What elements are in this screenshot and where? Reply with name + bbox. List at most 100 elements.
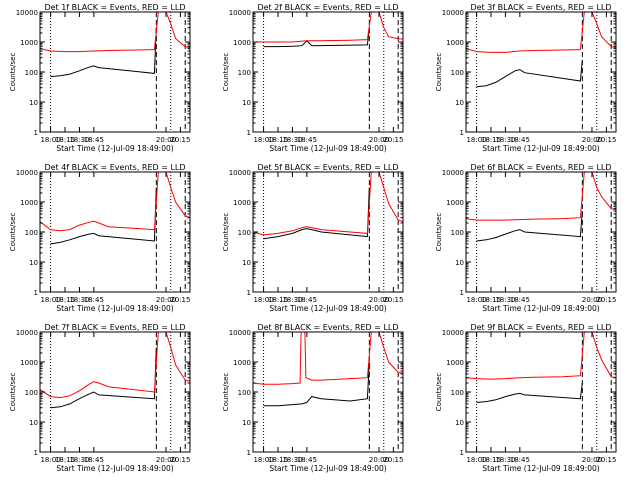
x-axis-label: Start Time (12-Jul-09 18:49:00) bbox=[269, 464, 386, 473]
x-tick-label: 18:45 bbox=[297, 456, 317, 464]
x-tick-label: 20:00 bbox=[369, 136, 389, 144]
chart-title: Det 9f BLACK = Events, RED = LLD bbox=[470, 323, 611, 332]
y-tick-label: 10 bbox=[29, 99, 38, 107]
x-axis-label: Start Time (12-Jul-09 18:49:00) bbox=[56, 304, 173, 313]
x-axis-label: Start Time (12-Jul-09 18:49:00) bbox=[269, 144, 386, 153]
x-axis-label: Start Time (12-Jul-09 18:49:00) bbox=[56, 144, 173, 153]
series-line-black bbox=[50, 347, 157, 409]
x-tick-label: 20:15 bbox=[596, 456, 616, 464]
chart-title: Det 4f BLACK = Events, RED = LLD bbox=[44, 163, 185, 172]
x-tick-label: 18:00 bbox=[40, 456, 60, 464]
series-line-red bbox=[40, 172, 190, 232]
x-axis-label: Start Time (12-Jul-09 18:49:00) bbox=[56, 464, 173, 473]
chart-panel-7: Det 7f BLACK = Events, RED = LLD 1 10 100 10… bbox=[9, 323, 191, 473]
x-tick-label: 18:30 bbox=[282, 136, 302, 144]
series-line-black bbox=[476, 60, 583, 88]
y-tick-label: 1 bbox=[34, 129, 38, 137]
x-tick-label: 18:30 bbox=[495, 456, 515, 464]
x-tick-label: 18:00 bbox=[466, 296, 486, 304]
plot-frame bbox=[39, 11, 191, 133]
x-tick-label: 18:00 bbox=[253, 136, 273, 144]
series-line-red bbox=[40, 12, 190, 53]
x-axis-label: Start Time (12-Jul-09 18:49:00) bbox=[482, 464, 599, 473]
x-tick-label: 18:00 bbox=[253, 456, 273, 464]
chart-panel-3: Det 3f BLACK = Events, RED = LLD 1 10 100 10… bbox=[435, 3, 617, 153]
x-tick-label: 18:00 bbox=[253, 296, 273, 304]
x-tick-label: 18:45 bbox=[297, 296, 317, 304]
y-tick-label: 1 bbox=[34, 449, 38, 457]
y-tick-label: 10000 bbox=[442, 9, 464, 17]
y-axis-label: Counts/sec bbox=[9, 53, 17, 92]
chart-panel-1: Det 1f BLACK = Events, RED = LLD 1 10 100 10… bbox=[9, 3, 191, 153]
x-tick-label: 18:45 bbox=[84, 136, 104, 144]
plot-frame bbox=[39, 331, 191, 453]
x-tick-label: 18:15 bbox=[268, 296, 288, 304]
x-tick-label: 18:15 bbox=[481, 296, 501, 304]
series-line-black bbox=[263, 187, 370, 240]
x-tick-label: 18:45 bbox=[84, 456, 104, 464]
x-tick-label: 20:00 bbox=[582, 456, 602, 464]
y-tick-label: 100 bbox=[25, 389, 38, 397]
x-axis-label: Start Time (12-Jul-09 18:49:00) bbox=[269, 304, 386, 313]
series-line-red bbox=[253, 12, 403, 43]
chart-panel-8: Det 8f BLACK = Events, RED = LLD 1 10 100 10… bbox=[222, 323, 404, 473]
y-tick-label: 10000 bbox=[442, 329, 464, 337]
x-tick-label: 18:30 bbox=[69, 136, 89, 144]
series-line-black bbox=[263, 361, 370, 407]
x-tick-label: 18:15 bbox=[55, 296, 75, 304]
x-tick-label: 20:15 bbox=[170, 296, 190, 304]
y-tick-label: 10000 bbox=[16, 169, 38, 177]
y-tick-label: 1 bbox=[460, 449, 464, 457]
y-tick-label: 10 bbox=[455, 99, 464, 107]
y-tick-label: 10000 bbox=[229, 329, 251, 337]
y-tick-label: 1000 bbox=[233, 199, 251, 207]
series-line-black bbox=[476, 382, 583, 403]
y-axis-label: Counts/sec bbox=[435, 373, 443, 412]
x-tick-label: 18:30 bbox=[495, 296, 515, 304]
y-tick-label: 1000 bbox=[446, 199, 464, 207]
y-axis-label: Counts/sec bbox=[435, 53, 443, 92]
x-tick-label: 18:00 bbox=[40, 136, 60, 144]
series-line-red bbox=[466, 172, 616, 221]
series-line-black bbox=[263, 27, 370, 48]
x-tick-label: 20:00 bbox=[156, 296, 176, 304]
y-tick-label: 100 bbox=[238, 389, 251, 397]
plot-frame bbox=[39, 171, 191, 293]
series-group bbox=[253, 172, 403, 240]
y-tick-label: 10 bbox=[242, 419, 251, 427]
series-group bbox=[253, 12, 403, 48]
x-tick-label: 20:15 bbox=[170, 136, 190, 144]
x-tick-label: 18:30 bbox=[282, 456, 302, 464]
x-tick-label: 18:30 bbox=[282, 296, 302, 304]
y-tick-label: 1000 bbox=[20, 359, 38, 367]
x-tick-label: 18:15 bbox=[481, 136, 501, 144]
x-tick-label: 20:00 bbox=[369, 296, 389, 304]
chart-title: Det 8f BLACK = Events, RED = LLD bbox=[257, 323, 398, 332]
x-tick-label: 18:45 bbox=[510, 136, 530, 144]
chart-panel-4: Det 4f BLACK = Events, RED = LLD 1 10 100 10… bbox=[9, 163, 191, 313]
chart-title: Det 7f BLACK = Events, RED = LLD bbox=[44, 323, 185, 332]
x-tick-label: 20:00 bbox=[156, 136, 176, 144]
y-tick-label: 10000 bbox=[16, 9, 38, 17]
y-tick-label: 100 bbox=[238, 69, 251, 77]
y-tick-label: 1000 bbox=[233, 359, 251, 367]
x-tick-label: 18:15 bbox=[268, 456, 288, 464]
y-axis-label: Counts/sec bbox=[222, 213, 230, 252]
chart-panel-2: Det 2f BLACK = Events, RED = LLD 1 10 100 10… bbox=[222, 3, 404, 153]
y-tick-label: 100 bbox=[451, 69, 464, 77]
chart-title: Det 3f BLACK = Events, RED = LLD bbox=[470, 3, 611, 12]
y-tick-label: 1000 bbox=[20, 199, 38, 207]
x-tick-label: 18:45 bbox=[510, 456, 530, 464]
series-line-red bbox=[40, 332, 190, 399]
y-tick-label: 10 bbox=[29, 419, 38, 427]
y-tick-label: 1 bbox=[34, 289, 38, 297]
y-tick-label: 10000 bbox=[16, 329, 38, 337]
y-tick-label: 1 bbox=[247, 129, 251, 137]
x-tick-label: 18:45 bbox=[84, 296, 104, 304]
series-line-red bbox=[253, 172, 403, 236]
chart-panel-9: Det 9f BLACK = Events, RED = LLD 1 10 100 10… bbox=[435, 323, 617, 473]
y-tick-label: 1000 bbox=[20, 39, 38, 47]
y-tick-label: 10 bbox=[455, 259, 464, 267]
y-tick-label: 10000 bbox=[229, 9, 251, 17]
